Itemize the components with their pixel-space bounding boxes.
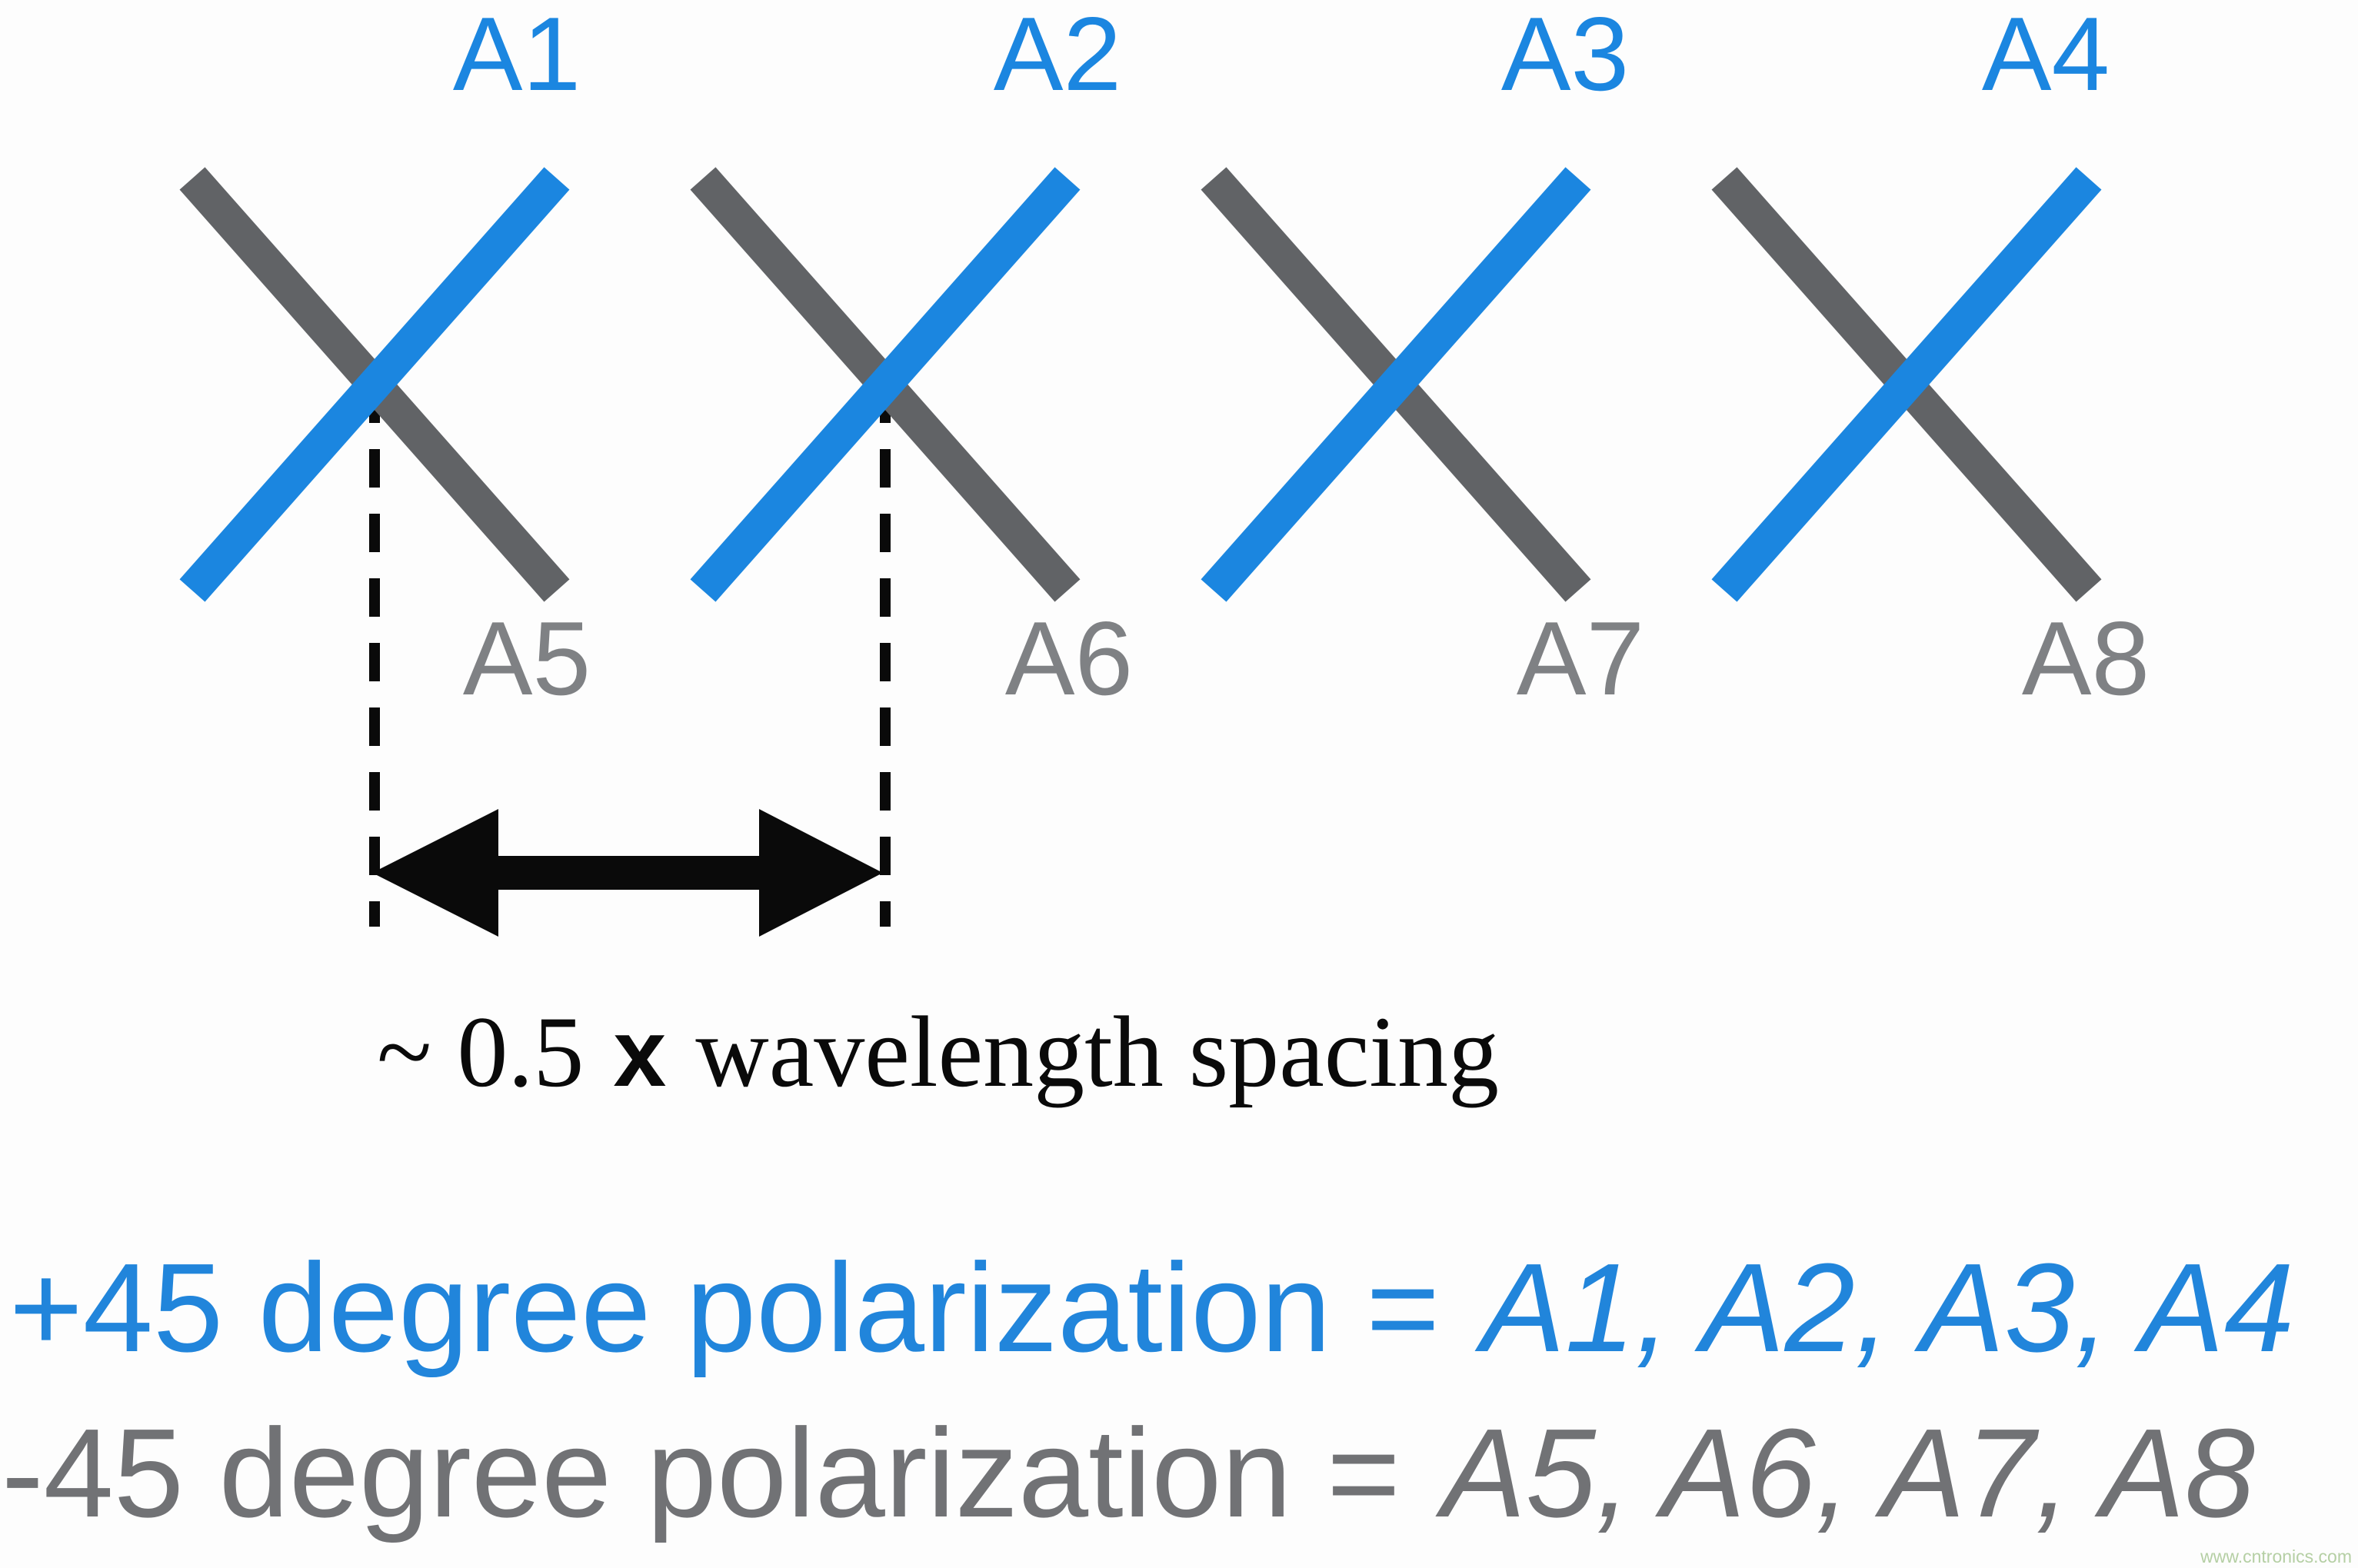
legend-plus45: +45 degree polarization = A1, A2, A3, A4 [9,1237,2294,1378]
legend-minus45-text: -45 degree polarization = [2,1403,1435,1543]
plus45-dipole [690,167,1081,602]
antenna-label-a1: A1 [453,0,581,112]
antenna-label-a7: A7 [1517,600,1644,717]
legend-minus45: -45 degree polarization = A5, A6, A7, A8 [2,1403,2255,1543]
antenna-label-a2: A2 [994,0,1121,112]
watermark: www.cntronics.com [2200,1546,2352,1566]
antenna-label-a8: A8 [2022,600,2150,717]
plus45-dipole [1201,167,1591,602]
legend-plus45-text: +45 degree polarization = [9,1237,1475,1378]
spacing-label-multiplier: x [613,1000,666,1107]
antenna-element-1 [179,167,570,602]
antenna-label-a5: A5 [463,600,591,717]
spacing-label-suffix: wavelength spacing [695,995,1499,1108]
antenna-label-a3: A3 [1501,0,1629,112]
spacing-label-prefix: ~ 0.5 [377,995,584,1108]
antenna-element-2 [690,167,1081,602]
antenna-element-4 [1711,167,2102,602]
legend-plus45-antennas: A1, A2, A3, A4 [1474,1237,2295,1378]
antenna-label-a6: A6 [1005,600,1133,717]
plus45-dipole [1711,167,2102,602]
antenna-element-3 [1201,167,1591,602]
spacing-arrow [372,809,883,937]
legend-minus45-antennas: A5, A6, A7, A8 [1434,1403,2255,1543]
antenna-label-a4: A4 [1982,0,2110,112]
spacing-label: ~ 0.5 x wavelength spacing [377,995,1499,1108]
plus45-dipole [179,167,570,602]
